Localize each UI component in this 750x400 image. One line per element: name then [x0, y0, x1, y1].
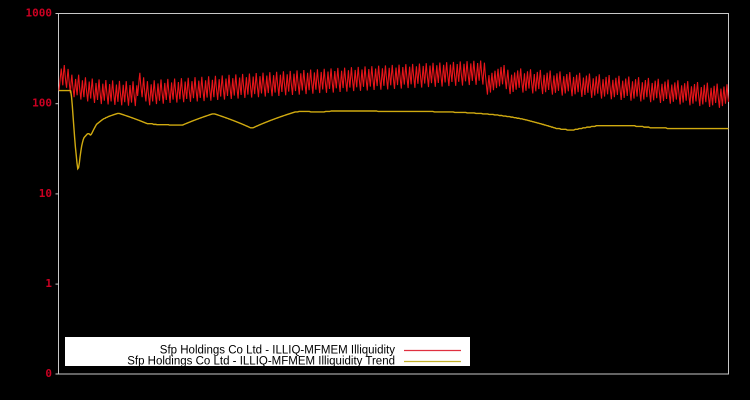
- legend-label-0: Sfp Holdings Co Ltd - ILLIQ-MFMEM Illiqu…: [160, 345, 395, 357]
- series-line-illiquidity: [58, 60, 730, 108]
- y-axis-tick-10: 10: [39, 187, 52, 200]
- y-axis-tick-1: 1: [45, 277, 52, 290]
- legend-label-1: Sfp Holdings Co Ltd - ILLIQ-MFMEM Illiqu…: [127, 356, 395, 368]
- y-axis-tick-1000: 1000: [26, 7, 53, 20]
- legend-background: [65, 337, 470, 366]
- data-series-group: [58, 60, 730, 171]
- series-line-illiquidity-trend: [59, 89, 729, 171]
- y-axis-tick-100: 100: [32, 97, 52, 110]
- chart-legend[interactable]: Sfp Holdings Co Ltd - ILLIQ-MFMEM Illiqu…: [65, 337, 470, 368]
- y-axis-tick-0: 0: [45, 367, 52, 380]
